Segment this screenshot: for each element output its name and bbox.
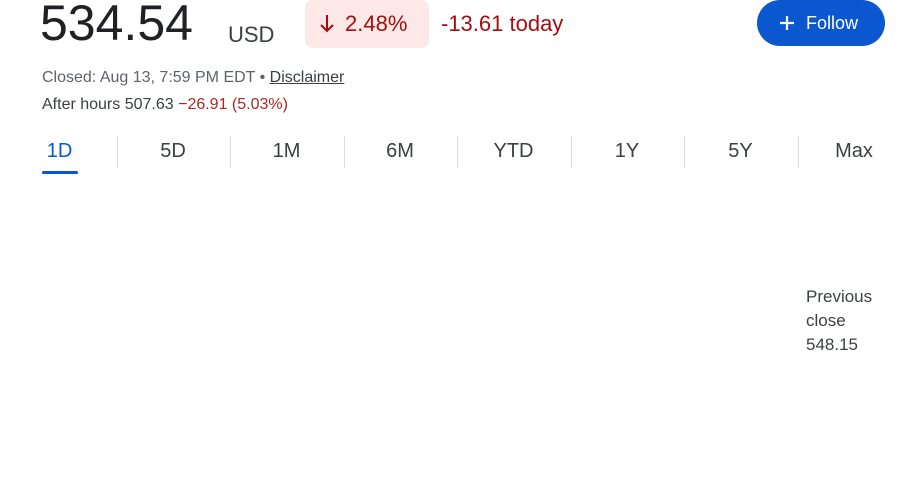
- range-tab[interactable]: 6M: [386, 140, 414, 162]
- disclaimer-link[interactable]: Disclaimer: [269, 69, 345, 86]
- range-tab[interactable]: 5Y: [728, 140, 753, 162]
- after-hours-line: After hours 507.63 −26.91 (5.03%): [42, 96, 288, 114]
- follow-label[interactable]: Follow: [806, 13, 859, 33]
- follow-button[interactable]: Follow: [757, 0, 885, 46]
- range-tab[interactable]: Max: [835, 140, 873, 162]
- range-tab[interactable]: YTD: [493, 140, 534, 162]
- range-tab[interactable]: 1Y: [614, 140, 640, 162]
- closed-line: Closed: Aug 13, 7:59 PM EDT • Disclaimer: [42, 69, 344, 87]
- range-tab[interactable]: 1M: [272, 140, 301, 162]
- separator: •: [259, 69, 266, 86]
- tab-separator: [797, 136, 799, 168]
- after-hours-change: −26.91 (5.03%): [178, 96, 288, 113]
- previous-close-value: 548.15: [806, 335, 858, 354]
- after-hours: After hours 507.63: [42, 96, 174, 113]
- active-tab-indicator: [42, 171, 78, 174]
- currency: USD: [228, 22, 275, 47]
- previous-close: Previous close 548.15: [806, 285, 886, 357]
- tab-separator: [684, 136, 685, 168]
- change-percent: 2.48%: [345, 11, 408, 36]
- price: 534.54: [40, 0, 193, 51]
- previous-close-label: Previous close: [806, 287, 873, 330]
- change-today: -13.61 today: [441, 11, 564, 36]
- range-tab[interactable]: 1D: [46, 140, 73, 162]
- plus-icon: [780, 16, 794, 30]
- change-badge: 50052054056058012:00 PM4:00 PM8:00 PM 2.…: [305, 0, 429, 48]
- tab-separator: [343, 136, 345, 168]
- tab-separator: [116, 136, 118, 168]
- range-tab[interactable]: 5D: [160, 140, 186, 162]
- tab-separator: [570, 136, 572, 168]
- down-arrow: 50052054056058012:00 PM4:00 PM8:00 PM: [320, 15, 334, 33]
- tab-separator: [457, 136, 458, 168]
- tab-separator: [230, 136, 231, 168]
- closed: Closed: Aug 13, 7:59 PM EDT: [42, 69, 256, 86]
